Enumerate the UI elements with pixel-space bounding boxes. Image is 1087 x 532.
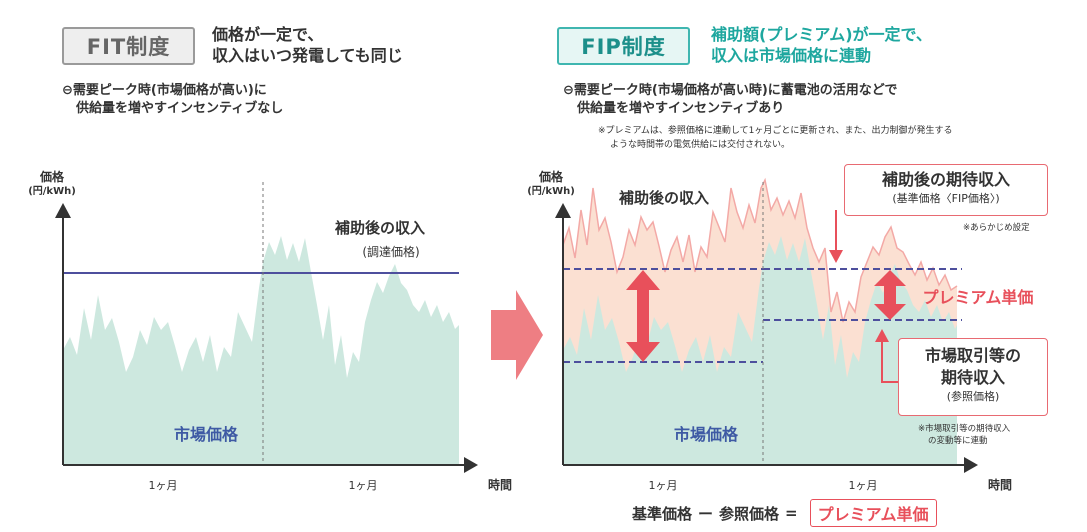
fit-note-line2: 供給量を増やすインセンティブなし <box>76 101 284 116</box>
market-note-line2: の変動等に連動 <box>928 436 988 446</box>
fit-badge-label: FIT制度 <box>86 35 171 59</box>
right-arrow-icon <box>491 290 543 380</box>
fip-headline-line1: 補助額(プレミアム)が一定で、 <box>711 25 932 44</box>
fit-note: ⊖需要ピーク時(市場価格が高い)に 供給量を増やすインセンティブなし <box>62 82 283 118</box>
preset-note: ※あらかじめ設定 <box>963 223 1030 233</box>
fip-headline: 補助額(プレミアム)が一定で、 収入は市場価格に連動 <box>711 24 932 66</box>
formula-minus: ー <box>698 504 714 523</box>
fip-x-label: 時間 <box>988 477 1012 492</box>
fit-headline-line1: 価格が一定で、 <box>212 25 324 44</box>
market-expected-sub: (参照価格) <box>946 390 1000 403</box>
fip-fineprint: ※プレミアムは、参照価格に連動して1ヶ月ごとに更新され、また、出力制御が発生する… <box>598 124 1068 152</box>
market-expected-line2: 期待収入 <box>940 368 1005 387</box>
double-arrow-small-icon <box>874 270 906 320</box>
fit-month1-label: 1ヶ月 <box>149 479 178 492</box>
market-pointer-arrow-icon <box>875 329 898 383</box>
expected-revenue-callout: 補助後の期待収入 (基準価格〈FIP価格〉) <box>844 164 1048 216</box>
fit-chart: 価格 (円/kWh) 補助後の収入 (調達価格) 市場価格 1ヶ月 1ヶ月 時間 <box>28 169 512 492</box>
fit-revenue-sub: (調達価格) <box>362 244 419 259</box>
fit-note-line1: ⊖需要ピーク時(市場価格が高い)に <box>62 83 267 98</box>
fip-x-axis-arrow-icon <box>964 457 978 473</box>
fip-month2-label: 1ヶ月 <box>849 479 878 492</box>
formula-result: プレミアム単価 <box>809 499 937 527</box>
fit-month2-label: 1ヶ月 <box>349 479 378 492</box>
fip-badge-label: FIP制度 <box>581 35 666 59</box>
formula-reference: 参照価格 <box>719 504 780 523</box>
expected-revenue-sub: (基準価格〈FIP価格〉) <box>892 192 1000 205</box>
fip-revenue-line <box>562 177 958 323</box>
expected-revenue-title: 補助後の期待収入 <box>881 170 1010 189</box>
fip-market-label: 市場価格 <box>674 425 739 444</box>
fit-x-axis-arrow-icon <box>464 457 478 473</box>
fip-badge: FIP制度 <box>557 27 690 65</box>
fit-headline-line2: 収入はいつ発電しても同じ <box>212 46 403 65</box>
formula-equals: = <box>785 504 798 522</box>
fip-note-line2: 供給量を増やすインセンティブあり <box>577 101 785 116</box>
fip-y-label-line1: 価格 <box>538 169 564 184</box>
fip-revenue-label: 補助後の収入 <box>618 189 709 207</box>
market-expected-callout: 市場取引等の 期待収入 (参照価格) <box>898 338 1048 416</box>
fip-chart: 価格 (円/kWh) 補助後の収入 プレミアム単価 市場価格 1ヶ月 1ヶ月 時… <box>527 169 1033 492</box>
market-note-line1: ※市場取引等の期待収入 <box>918 424 1011 434</box>
fit-revenue-label: 補助後の収入 <box>334 219 425 237</box>
fip-month1-label: 1ヶ月 <box>649 479 678 492</box>
fip-y-axis-arrow-icon <box>555 203 571 218</box>
fit-headline: 価格が一定で、 収入はいつ発電しても同じ <box>212 24 403 66</box>
fip-note: ⊖需要ピーク時(市場価格が高い時)に蓄電池の活用などで 供給量を増やすインセンテ… <box>563 82 898 118</box>
premium-formula: 基準価格 ー 参照価格 = プレミアム単価 <box>632 499 937 527</box>
fip-market-area <box>563 236 957 465</box>
fit-market-area <box>63 236 459 465</box>
market-expected-line1: 市場取引等の <box>924 346 1021 365</box>
fit-badge: FIT制度 <box>62 27 195 65</box>
fit-y-label-line1: 価格 <box>39 169 65 184</box>
fip-fineprint-line2: ような時間帯の電気供給には交付されない。 <box>610 140 791 150</box>
fit-y-axis-arrow-icon <box>55 203 71 218</box>
fit-y-label-line2: (円/kWh) <box>28 185 76 197</box>
double-arrow-icon <box>626 270 660 362</box>
fit-market-label: 市場価格 <box>174 425 239 444</box>
market-note: ※市場取引等の期待収入 の変動等に連動 <box>918 423 1010 447</box>
fip-note-line1: ⊖需要ピーク時(市場価格が高い時)に蓄電池の活用などで <box>563 83 898 98</box>
fip-headline-line2: 収入は市場価格に連動 <box>711 46 872 65</box>
fit-x-label: 時間 <box>488 477 512 492</box>
fip-premium-label: プレミアム単価 <box>923 288 1034 307</box>
formula-base: 基準価格 <box>632 504 693 523</box>
fip-y-label-line2: (円/kWh) <box>527 185 575 197</box>
fip-fineprint-line1: ※プレミアムは、参照価格に連動して1ヶ月ごとに更新され、また、出力制御が発生する <box>598 126 953 136</box>
expected-pointer-arrow-icon <box>829 210 843 263</box>
